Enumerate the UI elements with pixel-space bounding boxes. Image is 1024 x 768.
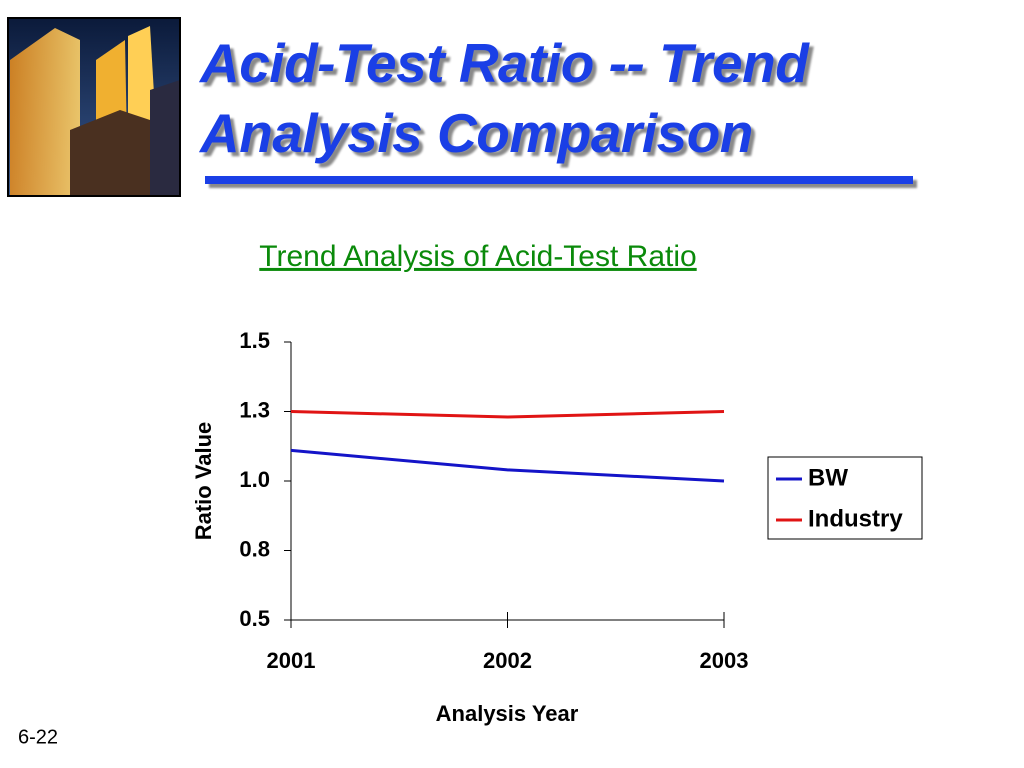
x-tick-label: 2003 [700,648,749,673]
series-line [290,448,725,483]
y-tick-label: 0.5 [239,606,270,631]
title-underline [205,176,913,184]
y-tick-label: 1.3 [239,397,270,422]
y-axis-title: Ratio Value [191,422,216,541]
slide-title: Acid-Test Ratio -- Trend Analysis Compar… [200,32,809,164]
x-tick-label: 2001 [267,648,316,673]
chart-title: Trend Analysis of Acid-Test Ratio [259,240,696,273]
legend-label: Industry [808,505,903,532]
x-axis-title: Analysis Year [436,701,579,726]
buildings-image [7,17,181,197]
series-line [290,410,725,419]
y-tick-label: 1.0 [239,467,270,492]
page-number: 6-22 [18,726,58,748]
legend-label: BW [808,464,848,491]
x-tick-label: 2002 [483,648,532,673]
legend-box [767,456,923,540]
y-tick-label: 0.8 [239,536,270,561]
y-tick-label: 1.5 [239,328,270,353]
